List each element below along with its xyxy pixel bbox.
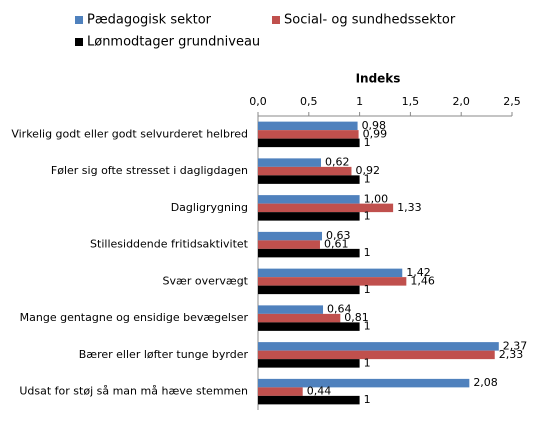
value-label: 0,92 [355,164,380,177]
value-label: 0,99 [363,127,388,140]
bar [258,166,352,176]
legend-swatch [75,38,83,46]
bar [258,130,359,139]
bar [258,350,495,360]
value-label: 1 [364,136,371,149]
value-label: 1 [364,209,371,222]
x-tick-label: 1,5 [402,95,420,108]
value-label: 1 [364,246,371,259]
value-label: 1 [364,393,371,406]
value-label: 2,08 [473,376,498,389]
bar [258,359,360,368]
y-tick-label: Virkelig godt eller godt selvurderet hel… [11,127,248,140]
x-tick-label: 0,0 [249,95,267,108]
x-tick-label: 0,5 [300,95,318,108]
value-label: 0,98 [362,119,387,132]
value-label: 1,46 [410,274,435,287]
bar [258,240,320,249]
bar [258,313,341,323]
value-label: 0,63 [326,229,351,242]
y-tick-label: Mange gentagne og ensidige bevægelser [20,311,249,324]
value-label: 0,64 [327,303,352,316]
value-label: 1,00 [364,192,389,205]
bar [258,175,360,184]
value-label: 1,42 [406,266,431,279]
value-label: 0,62 [325,156,350,169]
bar [258,378,470,388]
bar [258,138,360,148]
x-tick-label: 1 [356,95,363,108]
value-label: 0,61 [324,238,349,251]
y-tick-label: Udsat for støj så man må hæve stemmen [19,385,248,398]
y-tick-label: Bærer eller løfter tunge byrder [79,348,249,361]
value-label: 1 [364,283,371,296]
chart-title: Indeks [356,72,401,86]
legend-swatch [75,16,83,24]
bar [258,322,360,331]
bar [258,231,323,241]
y-tick-label: Føler sig ofte stresset i dagligdagen [51,164,248,177]
bar [258,277,407,286]
x-tick-label: 2,5 [503,95,521,108]
value-label: 0,81 [344,311,369,324]
x-tick-label: 2,0 [452,95,470,108]
value-label: 0,44 [307,385,332,398]
bar [258,212,360,221]
value-label: 1,33 [397,201,422,214]
bar [258,342,499,351]
legend-label: Lønmodtager grundniveau [87,35,260,50]
y-tick-label: Dagligrygning [171,201,248,214]
y-tick-label: Svær overvægt [163,274,249,287]
bar [258,305,324,314]
bar [258,285,360,295]
bar [258,195,360,204]
value-label: 1 [364,320,371,333]
value-label: 2,33 [499,348,524,361]
legend-swatch [272,16,280,24]
y-tick-label: Stillesiddende fritidsaktivitet [90,238,249,251]
value-label: 1 [364,173,371,186]
bar [258,203,394,213]
bar [258,395,360,405]
bar [258,387,303,396]
bar [258,121,358,131]
bar [258,268,403,278]
value-label: 1 [364,356,371,369]
value-label: 2,37 [503,339,528,352]
bar [258,158,321,167]
legend-label: Pædagogisk sektor [87,13,212,28]
bar [258,248,360,258]
legend-label: Social- og sundhedssektor [284,13,456,28]
